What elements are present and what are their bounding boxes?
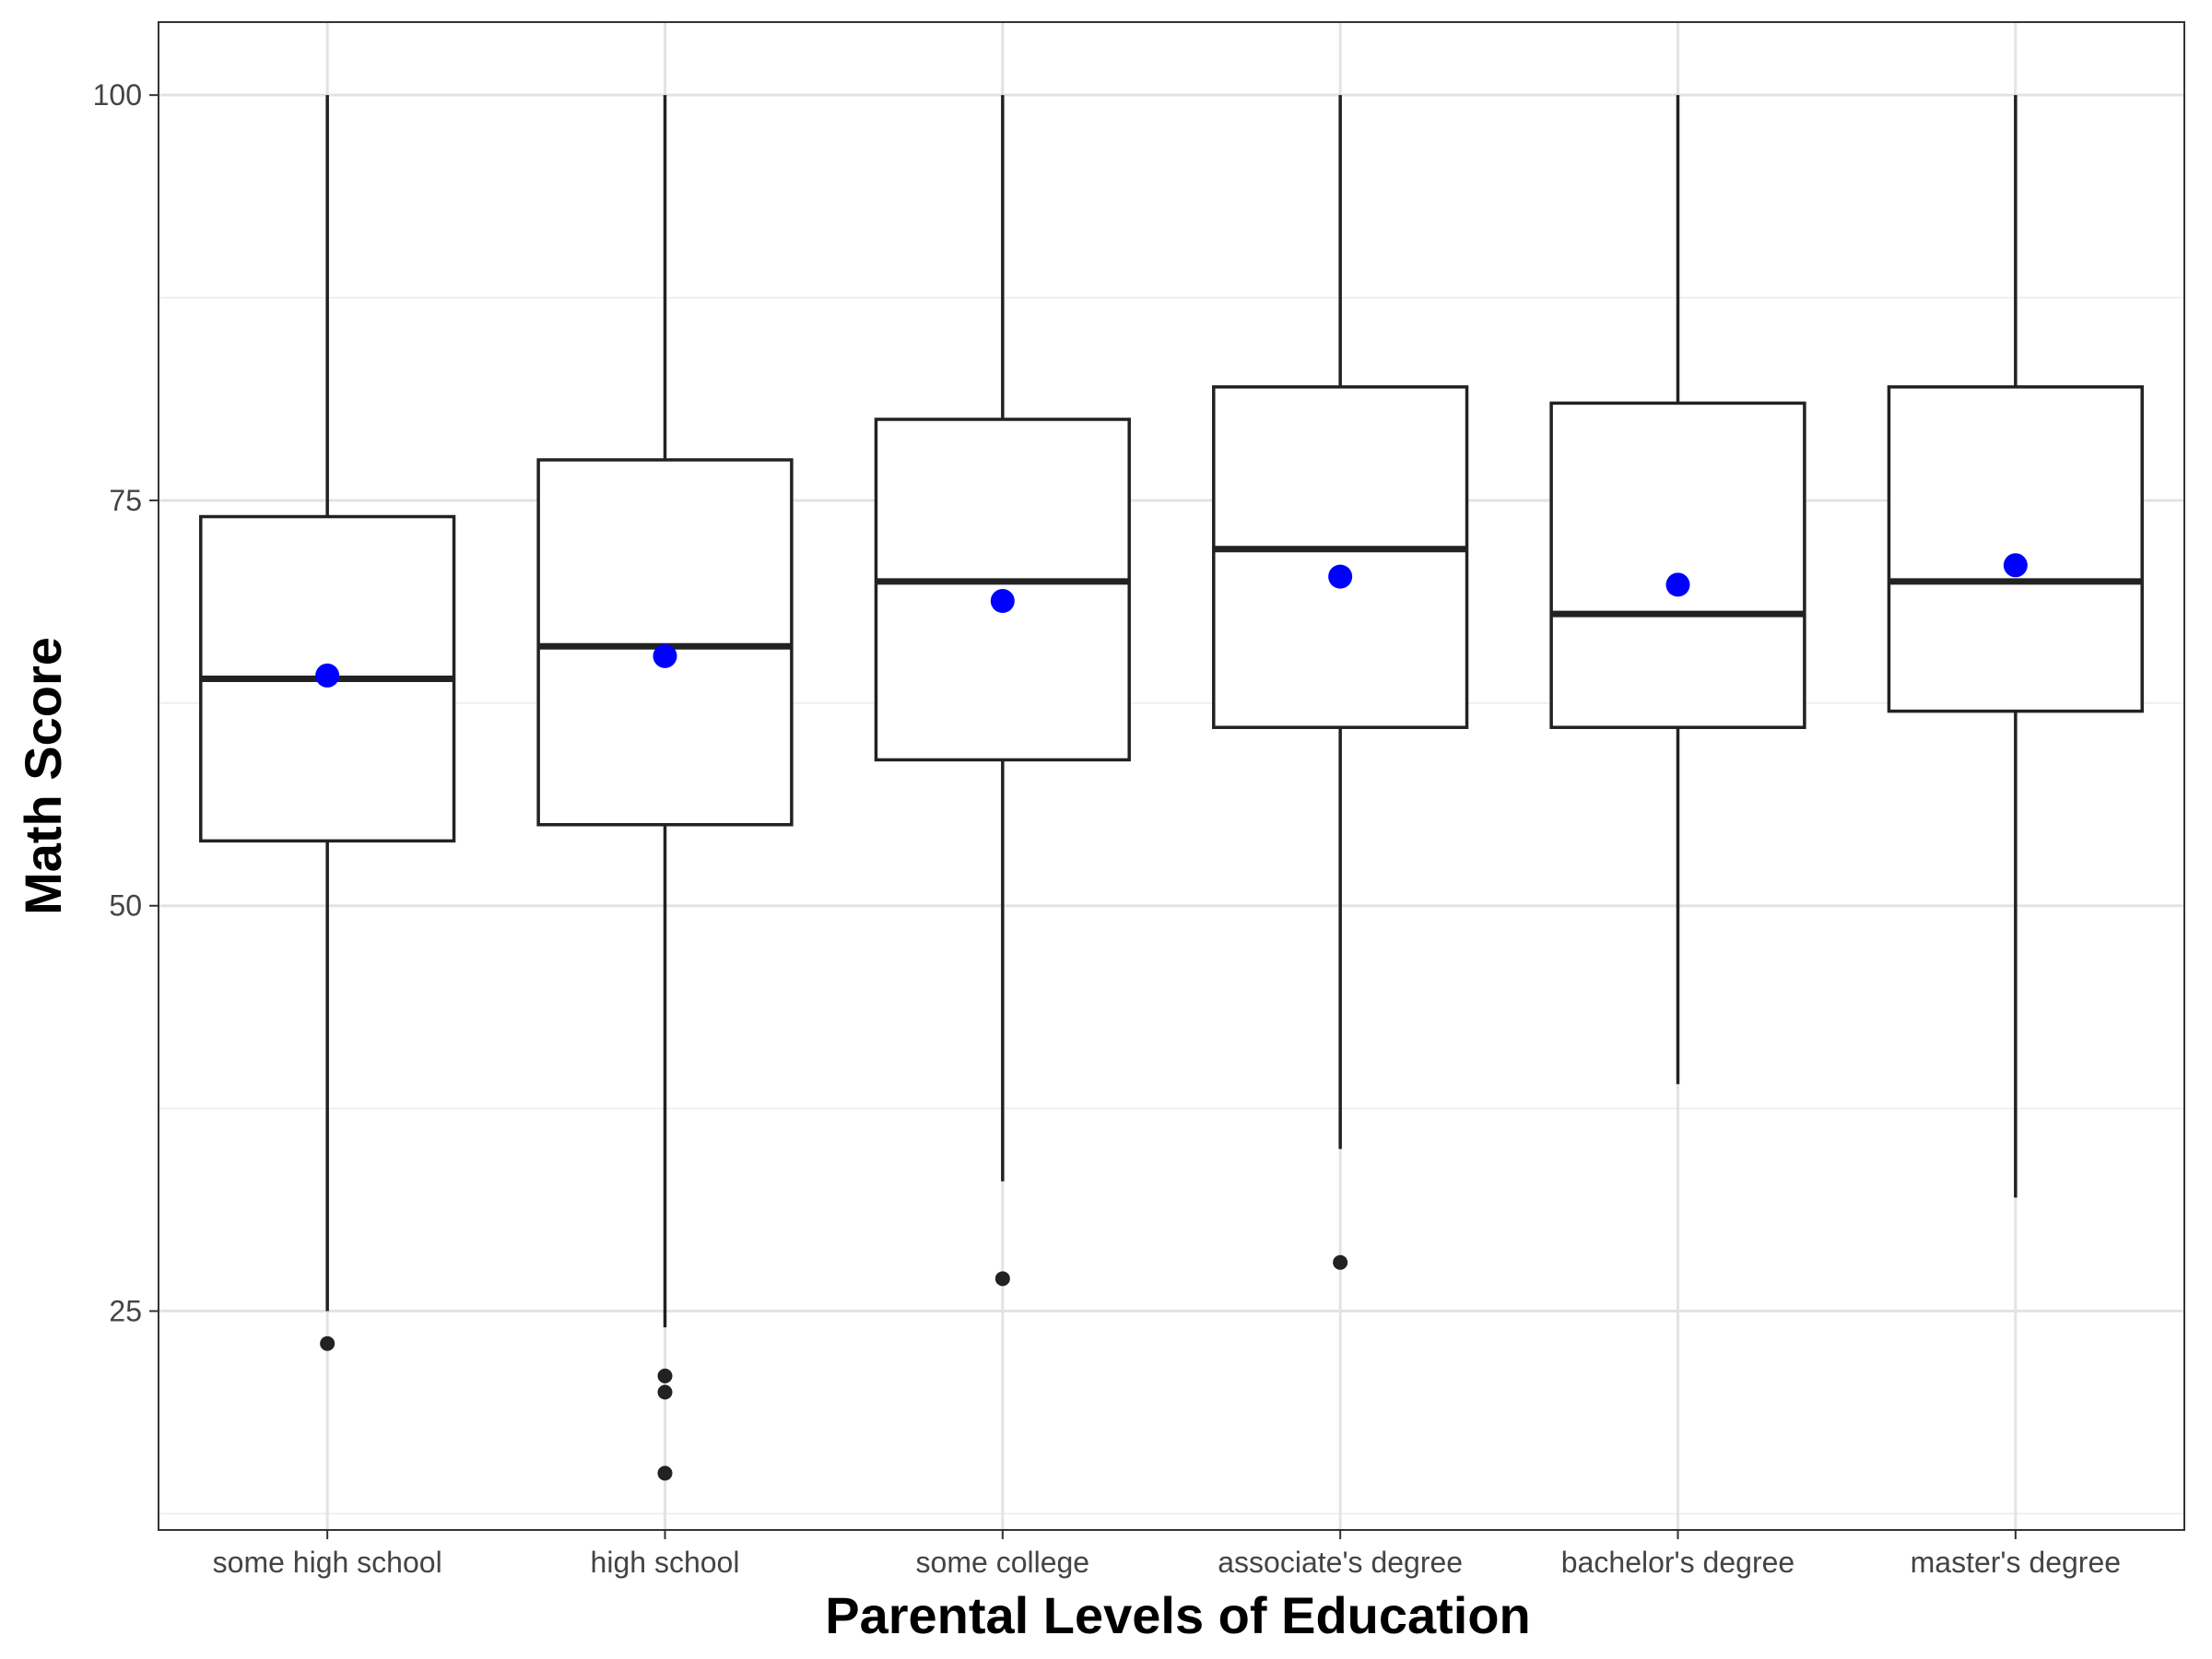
x-axis-title: Parental Levels of Education bbox=[825, 1586, 1531, 1644]
outlier-point bbox=[657, 1384, 673, 1400]
x-tick-label: bachelor's degree bbox=[1561, 1546, 1794, 1579]
plot-panel-border bbox=[158, 21, 2185, 1531]
box-group bbox=[1212, 95, 1469, 1270]
outlier-point bbox=[1333, 1254, 1348, 1270]
mean-point bbox=[2003, 553, 2028, 578]
box-group bbox=[1549, 95, 1806, 1085]
iqr-box bbox=[874, 418, 1131, 762]
mean-point bbox=[1665, 572, 1690, 597]
y-tick-label: 50 bbox=[109, 889, 142, 923]
mean-point bbox=[990, 589, 1015, 614]
box-group bbox=[874, 95, 1131, 1287]
outlier-point bbox=[320, 1335, 335, 1351]
x-tick-label: some high school bbox=[213, 1546, 442, 1579]
y-tick-label: 75 bbox=[109, 484, 142, 517]
iqr-box bbox=[1549, 401, 1806, 729]
iqr-box bbox=[1212, 385, 1469, 729]
x-tick-label: associate's degree bbox=[1218, 1546, 1463, 1579]
axis-layer: 25 50 75 100 some high school high school some… bbox=[93, 78, 2121, 1579]
mean-point bbox=[653, 643, 677, 668]
box-group bbox=[536, 95, 794, 1481]
x-tick-label: some college bbox=[916, 1546, 1090, 1579]
box-group bbox=[199, 95, 456, 1351]
box-group bbox=[1887, 95, 2144, 1198]
x-tick-label: high school bbox=[591, 1546, 740, 1579]
x-tick-label: master's degree bbox=[1911, 1546, 2121, 1579]
y-axis-title: Math Score bbox=[14, 637, 72, 915]
iqr-box bbox=[1887, 385, 2144, 713]
mean-point bbox=[1328, 564, 1353, 589]
grid-layer bbox=[159, 22, 2184, 1530]
box-layer bbox=[199, 95, 2144, 1481]
outlier-point bbox=[994, 1271, 1010, 1287]
y-tick-label: 100 bbox=[93, 78, 142, 112]
outlier-point bbox=[657, 1465, 673, 1481]
y-tick-label: 25 bbox=[109, 1295, 142, 1328]
outlier-point bbox=[657, 1368, 673, 1383]
mean-point bbox=[315, 663, 340, 688]
iqr-box bbox=[536, 458, 794, 827]
